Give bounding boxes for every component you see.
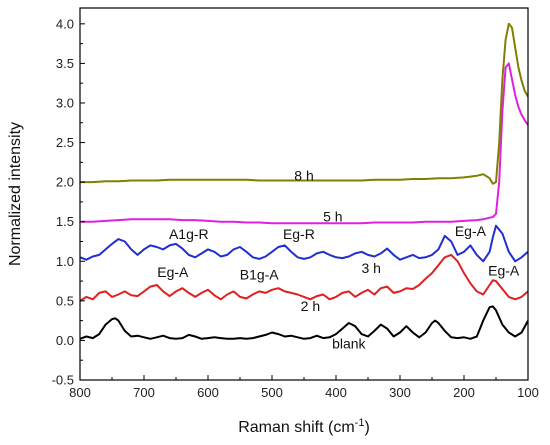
x-tick-label: 200 xyxy=(453,385,475,400)
series-line-2-h xyxy=(79,253,529,302)
x-tick-label: 800 xyxy=(69,385,91,400)
tick-layer: 800 700 600 500 400 300 200 100 -0.5 0.0 0.5 1.0 1.5… xyxy=(52,16,539,400)
annotation-label: blank xyxy=(332,335,366,351)
series-layer xyxy=(79,22,529,340)
annotation-label: 5 h xyxy=(323,209,342,225)
plot-frame xyxy=(79,7,529,381)
y-tick-label: 2.5 xyxy=(56,135,74,150)
annotation-label: Eg-A xyxy=(157,264,189,280)
x-tick-label: 300 xyxy=(389,385,411,400)
x-tick-label: 600 xyxy=(197,385,219,400)
annotation-label: Eg-A xyxy=(488,263,520,279)
annotation-label: 2 h xyxy=(301,298,320,314)
x-axis-title-end: ) xyxy=(364,419,369,436)
y-tick-label: 0.5 xyxy=(56,293,74,308)
x-tick-label: 700 xyxy=(133,385,155,400)
annotation-label: 3 h xyxy=(361,260,380,276)
annotation-label: B1g-A xyxy=(240,267,280,283)
series-line-3-h xyxy=(79,224,529,263)
x-axis-title: Raman shift (cm-1) xyxy=(238,417,370,436)
x-tick-label: 500 xyxy=(261,385,283,400)
series-line-5-h xyxy=(80,62,529,225)
y-tick-label: 4.0 xyxy=(56,16,74,31)
y-tick-label: 3.5 xyxy=(56,56,74,71)
y-tick-label: 1.5 xyxy=(56,214,74,229)
y-tick-label: -0.5 xyxy=(52,373,74,388)
series-line-8-h xyxy=(80,22,529,185)
x-tick-label: 400 xyxy=(325,385,347,400)
annotation-label: Eg-R xyxy=(283,226,315,242)
x-axis-title-sup: -1 xyxy=(355,417,365,429)
annotation-label: 8 h xyxy=(294,168,313,184)
y-axis-title: Normalized intensity xyxy=(7,122,24,266)
x-tick-label: 100 xyxy=(517,385,539,400)
y-tick-label: 1.0 xyxy=(56,254,74,269)
y-tick-label: 2.0 xyxy=(56,175,74,190)
annotation-layer: 8 h 5 h A1g-R Eg-R Eg-A Eg-A B1g-A 3 h Eg-A 2 h bl… xyxy=(157,168,520,352)
annotation-label: A1g-R xyxy=(169,226,209,242)
x-axis-title-main: Raman shift (cm xyxy=(238,419,354,436)
series-line-blank xyxy=(79,305,529,340)
y-tick-label: 3.0 xyxy=(56,95,74,110)
annotation-label: Eg-A xyxy=(455,223,487,239)
y-tick-label: 0.0 xyxy=(56,333,74,348)
